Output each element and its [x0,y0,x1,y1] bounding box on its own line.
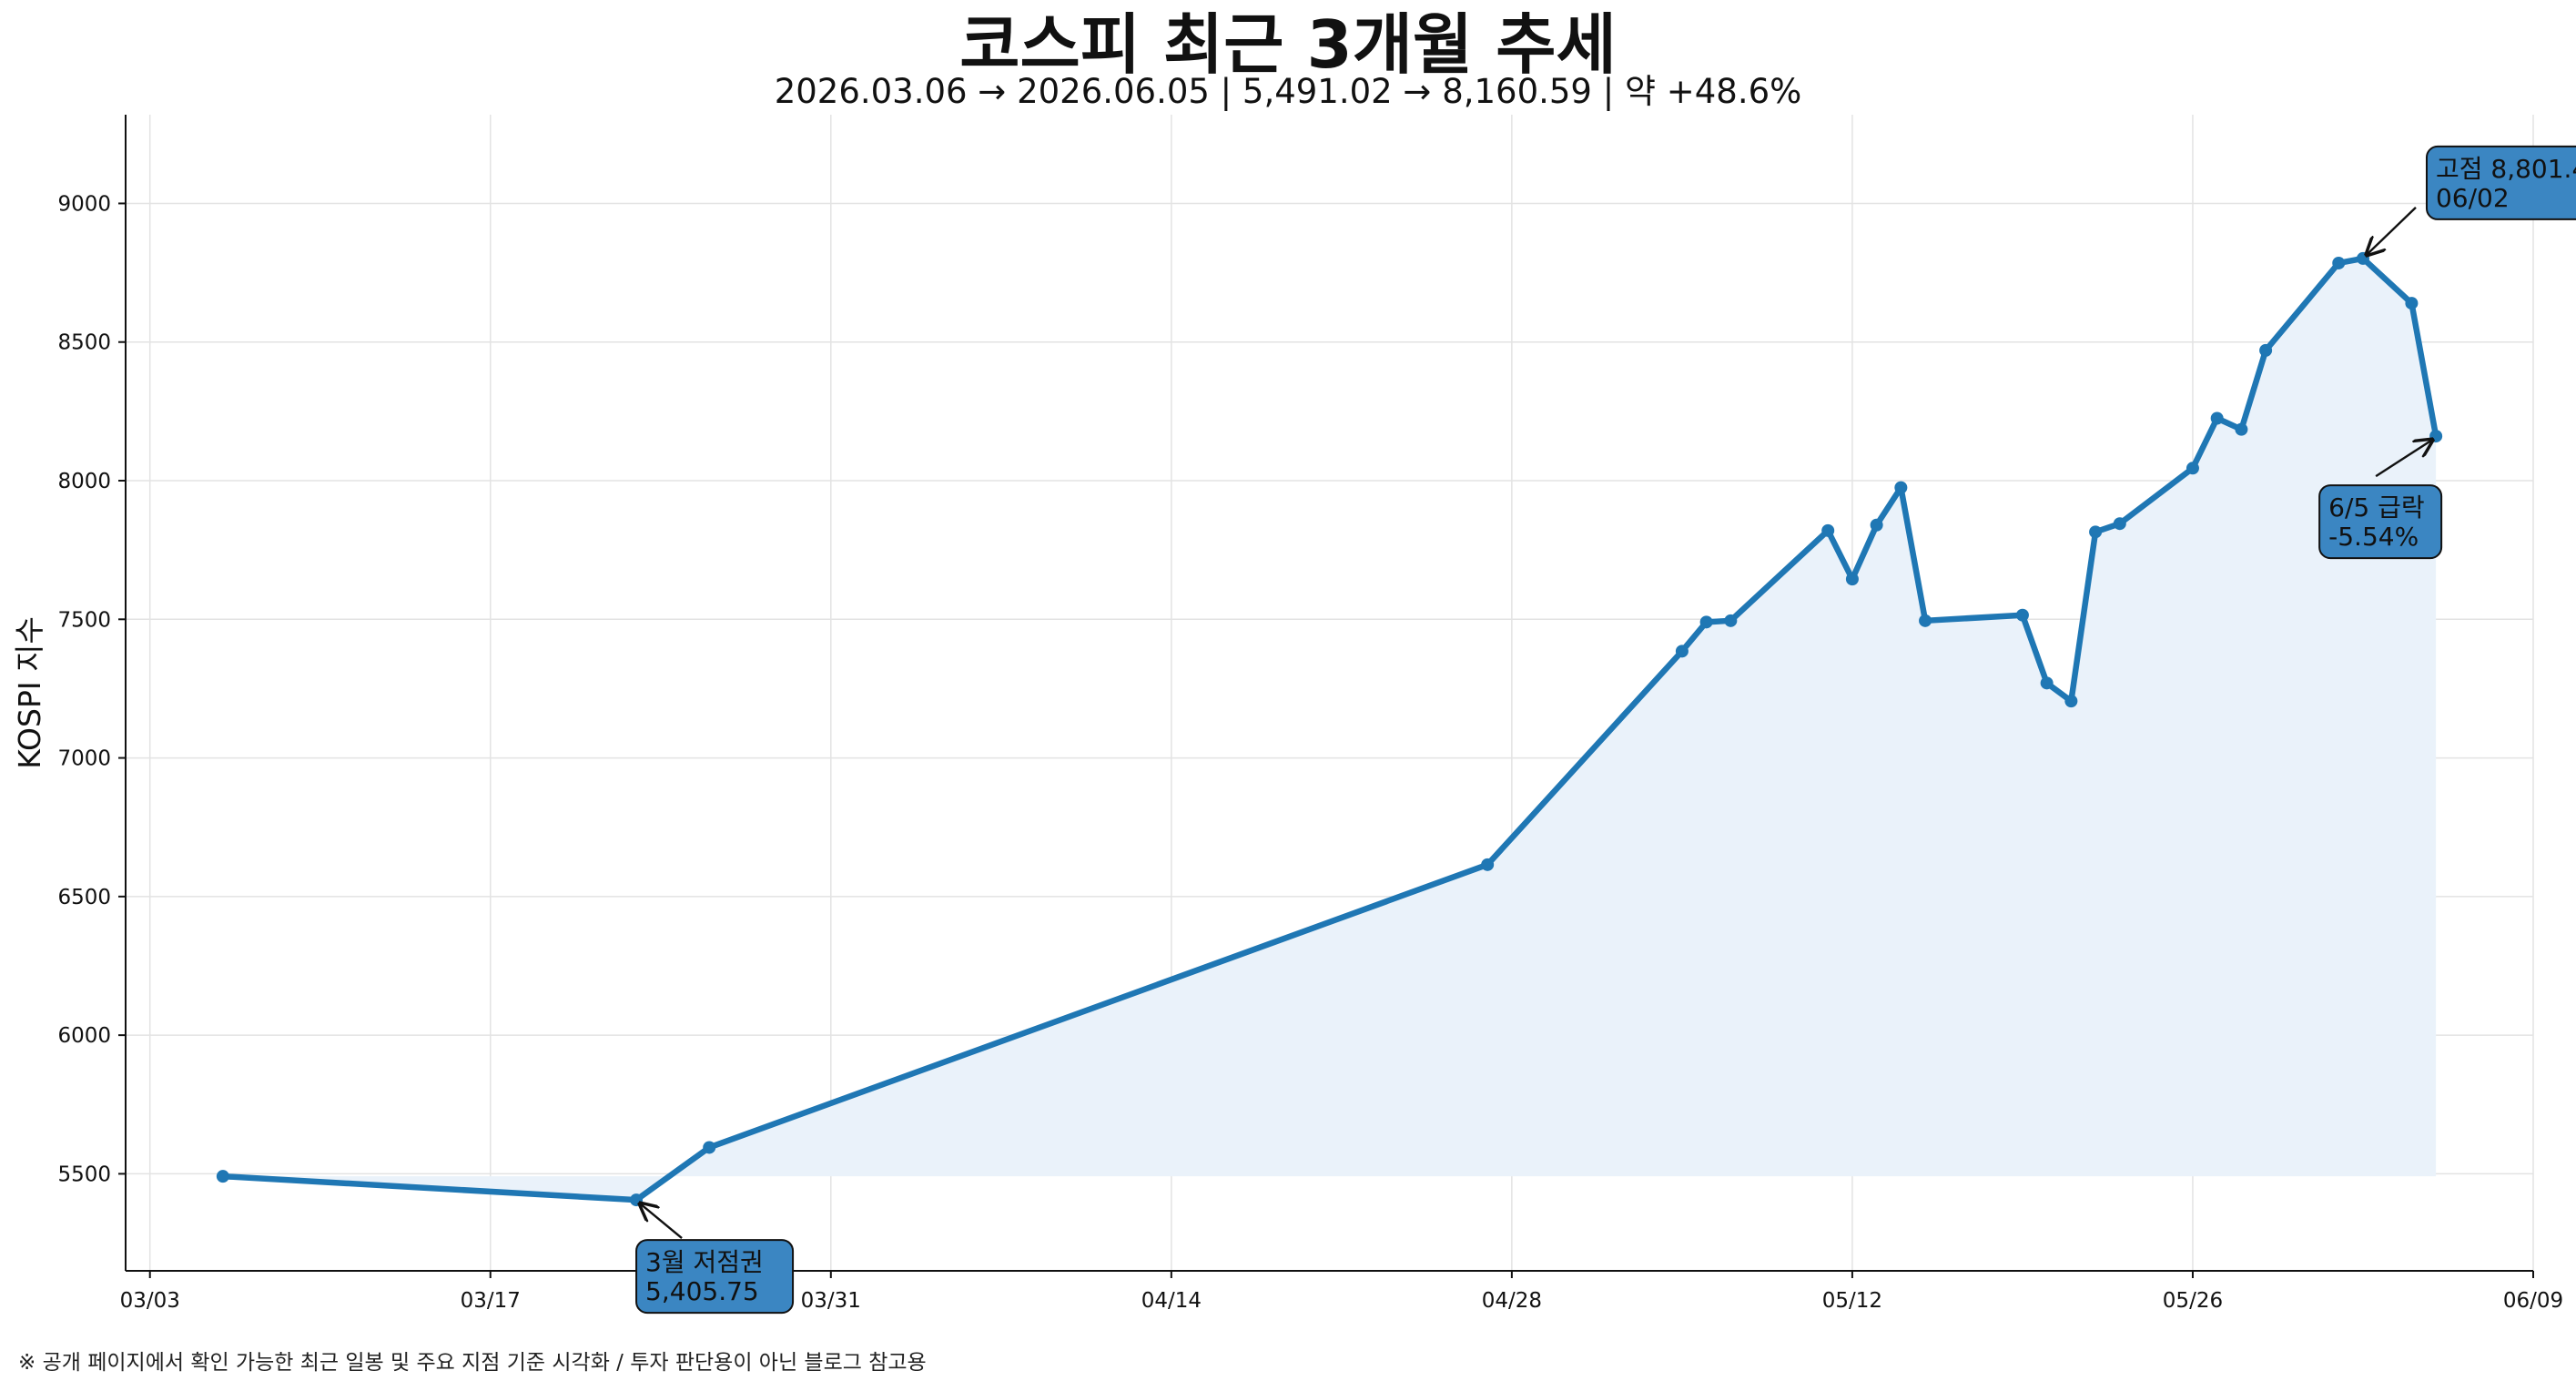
annotation-text: 6/5 급락 [2328,492,2424,523]
annotation-box [2318,484,2443,560]
data-point [1870,518,1883,532]
area-fill [222,258,2437,1201]
x-tick-label: 05/26 [2163,1289,2223,1313]
x-tick-label: 03/31 [801,1289,861,1313]
data-point [1845,573,1859,586]
data-point [2040,676,2054,690]
data-point [2259,343,2273,357]
y-tick-label: 6000 [57,1024,111,1048]
y-tick-label: 8500 [57,331,111,355]
fill-layer [222,258,2437,1201]
data-point [1821,523,1835,537]
y-tick-label: 9000 [57,192,111,216]
data-point [1894,481,1908,494]
x-tick-label: 04/28 [1482,1289,1542,1313]
x-tick-label: 03/03 [120,1289,180,1313]
data-point [2405,297,2419,310]
y-tick-label: 5500 [57,1163,111,1186]
footnote: ※ 공개 페이지에서 확인 가능한 최근 일봉 및 주요 지점 기준 시각화 /… [18,1351,927,1375]
x-tick-label: 05/12 [1822,1289,1882,1313]
y-tick-label: 7500 [57,608,111,632]
annotation-text: 고점 8,801.49 [2436,154,2576,184]
data-point [1675,645,1689,658]
annotation-text: 06/02 [2436,183,2510,213]
chart-title: 코스피 최근 3개월 추세 [959,6,1617,83]
data-point [1699,615,1713,629]
data-point [703,1141,716,1154]
x-tick-label: 06/09 [2503,1289,2563,1313]
data-point [2064,695,2078,708]
y-tick-label: 7000 [57,747,111,771]
data-point [2235,422,2248,436]
data-point [216,1170,229,1183]
data-point [1919,614,1932,627]
y-tick-label: 6500 [57,886,111,909]
data-point [1481,858,1495,871]
axis-layer: 03/03 03/17 03/31 04/14 04/28 05/12 05/26 06/09… [12,115,2563,1313]
annotation-arrow [2375,440,2432,478]
annotation-text: 5,405.75 [645,1276,759,1306]
data-point [2332,256,2346,269]
data-point [2186,462,2199,475]
chart-subtitle: 2026.03.06 → 2026.06.05 | 5,491.02 → 8,1… [774,72,1802,111]
data-point [2113,517,2126,531]
x-tick-label: 03/17 [461,1289,521,1313]
annotation-arrow [2367,207,2417,255]
data-point [2210,411,2224,425]
data-point [1724,614,1738,627]
annotation-text: 3월 저점권 [645,1247,764,1277]
annotation-text: -5.54% [2328,522,2419,552]
y-tick-label: 8000 [57,470,111,493]
annotation-box [635,1239,795,1315]
data-point [2089,525,2103,539]
annotation-box [2425,145,2576,220]
annotation-arrow [640,1203,683,1240]
x-tick-label: 04/14 [1141,1289,1202,1313]
line-layer [216,251,2443,1207]
y-axis-title: KOSPI 지수 [12,616,47,769]
data-point [2015,608,2029,622]
